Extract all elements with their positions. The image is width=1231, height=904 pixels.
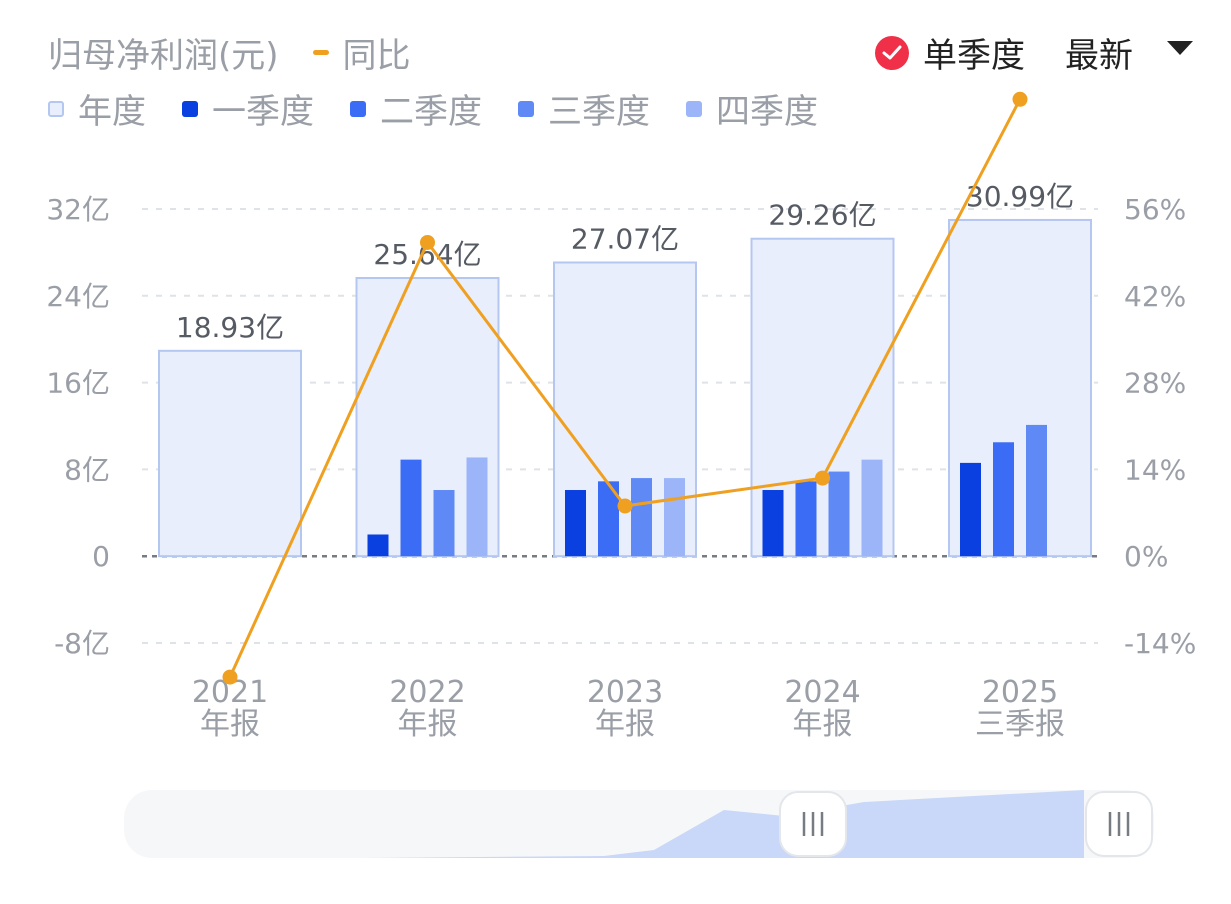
- single-quarter-label: 单季度: [923, 36, 1025, 76]
- latest-label: 最新: [1065, 36, 1133, 76]
- yoy-point: [420, 234, 435, 250]
- annual-value-label: 29.26亿: [768, 199, 876, 232]
- grip-icon: [802, 812, 824, 836]
- legend-label: 二季度: [380, 92, 482, 132]
- y-tick-right: 14%: [1124, 453, 1186, 486]
- quarter-bar-q1: [367, 534, 389, 557]
- annual-bar: [158, 349, 302, 558]
- yoy-legend-label: 同比: [342, 36, 411, 76]
- y-tick-right: 56%: [1124, 193, 1186, 226]
- quarter-bar-q1: [565, 490, 586, 557]
- legend-item-q2[interactable]: 二季度: [350, 84, 482, 133]
- grip-icon: [1108, 812, 1130, 836]
- x-tick-period: 年报: [595, 707, 655, 742]
- annual-bar: [948, 218, 1092, 558]
- yoy-point: [617, 498, 633, 514]
- q1-swatch-icon: [182, 100, 198, 117]
- legend: 年度 一季度 二季度 三季度 四季度: [48, 84, 854, 133]
- y-tick-left: 8亿: [64, 453, 110, 486]
- quarter-bar-q2: [993, 442, 1014, 557]
- controls: 单季度 最新: [875, 28, 1193, 77]
- quarter-bar-q3: [828, 471, 850, 557]
- yoy-point: [1012, 91, 1028, 107]
- net-profit-chart: 32亿 56% 24亿 42% 16亿 28% 8亿 14% 0 0% -8亿 -14% 18.93亿 2…: [46, 91, 1196, 742]
- quarter-bar-q4: [861, 459, 883, 557]
- x-tick-period: 年报: [200, 707, 260, 742]
- chevron-down-icon: [1167, 40, 1193, 55]
- range-slider[interactable]: [124, 790, 1154, 858]
- y-tick-left: 16亿: [46, 367, 110, 400]
- legend-label: 四季度: [716, 92, 818, 132]
- quarter-bar-q2: [795, 481, 817, 557]
- x-tick-period: 年报: [793, 707, 853, 742]
- legend-item-q1[interactable]: 一季度: [182, 84, 314, 133]
- legend-label: 一季度: [212, 92, 314, 132]
- y-tick-left: 0: [92, 540, 110, 573]
- y-tick-left: 32亿: [46, 193, 110, 226]
- annual-swatch-icon: [48, 100, 64, 117]
- annual-value-label: 30.99亿: [966, 180, 1074, 213]
- slider-overview-area: [364, 790, 1084, 858]
- legend-label: 年度: [78, 92, 146, 132]
- quarter-bar-q3: [1026, 424, 1047, 557]
- quarter-bar-q1: [960, 462, 981, 557]
- q3-swatch-icon: [518, 100, 534, 117]
- quarter-bar-q2: [598, 481, 619, 557]
- yoy-point: [222, 669, 238, 685]
- quarter-bar-q4: [466, 457, 488, 557]
- y-tick-left: 24亿: [46, 280, 110, 313]
- slider-handle-right[interactable]: [1085, 791, 1153, 857]
- checkmark-icon: [875, 35, 909, 70]
- y-tick-right: -14%: [1124, 627, 1196, 660]
- legend-item-q3[interactable]: 三季度: [518, 84, 650, 133]
- annual-value-label: 27.07亿: [571, 222, 679, 255]
- y-tick-left: -8亿: [54, 627, 110, 660]
- yoy-legend-dash: [312, 50, 329, 55]
- quarter-bar-q3: [433, 490, 455, 557]
- quarter-bar-q3: [631, 478, 652, 557]
- legend-item-q4[interactable]: 四季度: [686, 84, 818, 133]
- title-row: 归母净利润(元) 同比: [48, 28, 411, 77]
- quarter-bar-q4: [664, 478, 685, 557]
- y-tick-right: 28%: [1124, 367, 1186, 400]
- quarter-bar-q2: [400, 459, 422, 557]
- chart-header: 归母净利润(元) 同比 年度 一季度 二季度 三季度 四季度: [0, 0, 1231, 140]
- x-tick-year: 2022: [389, 675, 465, 710]
- quarter-bar-q1: [762, 490, 784, 557]
- x-tick-period: 年报: [398, 707, 458, 742]
- annual-value-label: 18.93亿: [176, 311, 284, 344]
- period-dropdown[interactable]: 最新: [1065, 28, 1193, 77]
- slider-handle-left[interactable]: [779, 791, 847, 857]
- chart-title: 归母净利润(元): [48, 36, 279, 76]
- x-tick-year: 2023: [587, 675, 663, 710]
- x-tick-year: 2025: [982, 675, 1058, 710]
- q2-swatch-icon: [350, 100, 366, 117]
- y-tick-right: 0%: [1124, 540, 1168, 573]
- legend-label: 三季度: [548, 92, 650, 132]
- x-tick-year: 2024: [784, 675, 860, 710]
- q4-swatch-icon: [686, 100, 702, 117]
- x-tick-period: 三季报: [975, 707, 1065, 742]
- single-quarter-toggle[interactable]: 单季度: [875, 28, 1025, 77]
- y-tick-right: 42%: [1124, 280, 1186, 313]
- yoy-point: [815, 470, 830, 486]
- legend-item-annual[interactable]: 年度: [48, 84, 146, 133]
